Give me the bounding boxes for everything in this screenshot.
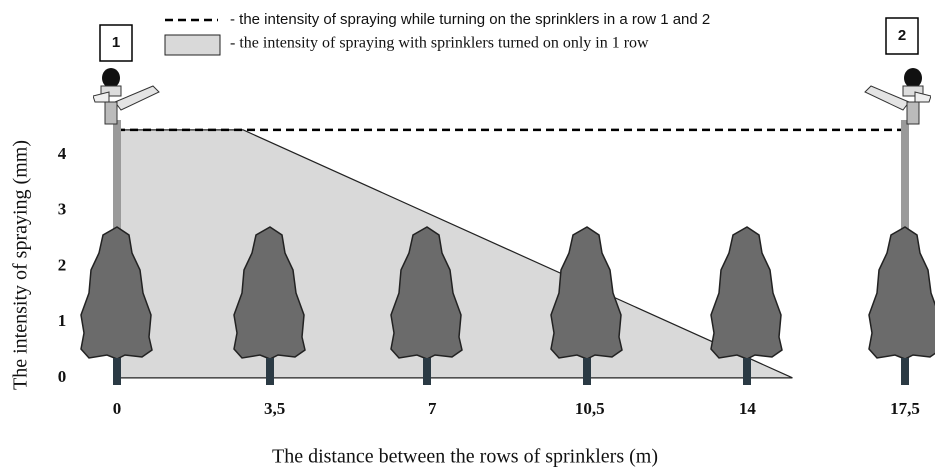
- annotation: 1: [112, 34, 120, 51]
- annotation-box-1: 1: [99, 24, 133, 62]
- legend-swatch: [164, 34, 221, 56]
- x-tick-label: 14: [739, 399, 757, 418]
- y-axis-title: The intensity of spraying (mm): [10, 140, 32, 390]
- y-tick-label: 1: [58, 311, 67, 330]
- x-tick-label: 3,5: [264, 399, 285, 418]
- sprinkler: [864, 67, 931, 125]
- annotation-box-2: 2: [885, 17, 919, 55]
- y-tick-label: 4: [58, 144, 67, 163]
- decorations: [80, 67, 935, 385]
- x-tick-label: 0: [113, 399, 122, 418]
- x-tick-label: 7: [428, 399, 437, 418]
- y-tick-label: 2: [58, 255, 67, 274]
- tree: [868, 226, 935, 385]
- legend-label: - the intensity of spraying with sprinkl…: [230, 35, 649, 52]
- legend: - the intensity of spraying while turnin…: [164, 11, 710, 56]
- x-axis-title: The distance between the rows of sprinkl…: [272, 446, 658, 468]
- annotation: 2: [898, 27, 906, 44]
- legend-label: - the intensity of spraying while turnin…: [230, 11, 710, 28]
- y-tick-label: 0: [58, 367, 67, 386]
- plot: 0 1 2 3 4 0 3,5 7 10,5 14 17,5: [58, 128, 920, 418]
- x-tick-label: 10,5: [575, 399, 605, 418]
- x-tick-label: 17,5: [890, 399, 920, 418]
- sprinkler: [93, 67, 160, 125]
- y-tick-label: 3: [58, 200, 67, 219]
